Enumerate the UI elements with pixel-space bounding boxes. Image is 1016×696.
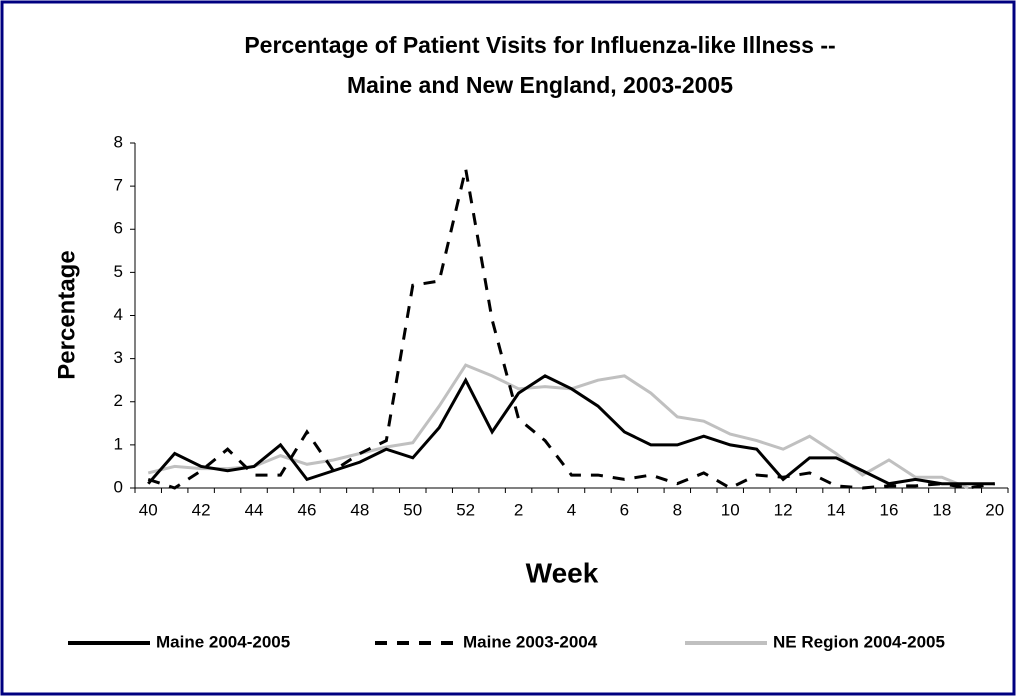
legend-label: Maine 2004-2005: [156, 632, 290, 651]
legend-label: Maine 2003-2004: [463, 632, 598, 651]
series-line: [147, 374, 995, 486]
y-tick-label: 2: [114, 391, 123, 410]
chart-title: Maine and New England, 2003-2005: [347, 72, 733, 98]
x-tick-label: 6: [620, 500, 629, 519]
y-tick-label: 3: [114, 348, 123, 367]
chart-title: Percentage of Patient Visits for Influen…: [244, 32, 835, 58]
y-tick-label: 7: [114, 176, 123, 195]
x-tick-label: 8: [673, 500, 682, 519]
x-tick-label: 2: [514, 500, 523, 519]
x-tick-label: 44: [245, 500, 264, 519]
y-axis-title: Percentage: [53, 250, 80, 379]
series-line: [147, 168, 996, 490]
x-tick-label: 50: [403, 500, 422, 519]
y-tick-label: 8: [114, 132, 123, 151]
x-tick-label: 40: [139, 500, 158, 519]
x-tick-label: 46: [297, 500, 316, 519]
x-tick-label: 20: [985, 500, 1004, 519]
x-tick-label: 14: [827, 500, 846, 519]
x-tick-label: 18: [932, 500, 951, 519]
x-tick-label: 42: [192, 500, 211, 519]
x-tick-label: 48: [350, 500, 369, 519]
series-line: [147, 363, 969, 490]
y-tick-label: 5: [114, 262, 123, 281]
x-tick-label: 4: [567, 500, 576, 519]
x-tick-label: 16: [879, 500, 898, 519]
x-tick-label: 12: [774, 500, 793, 519]
x-axis-title: Week: [526, 557, 599, 588]
y-tick-label: 0: [114, 477, 123, 496]
legend-label: NE Region 2004-2005: [773, 632, 945, 651]
y-tick-label: 1: [114, 434, 123, 453]
x-tick-label: 10: [721, 500, 740, 519]
y-tick-label: 6: [114, 219, 123, 238]
x-tick-label: 52: [456, 500, 475, 519]
y-tick-label: 4: [114, 305, 123, 324]
